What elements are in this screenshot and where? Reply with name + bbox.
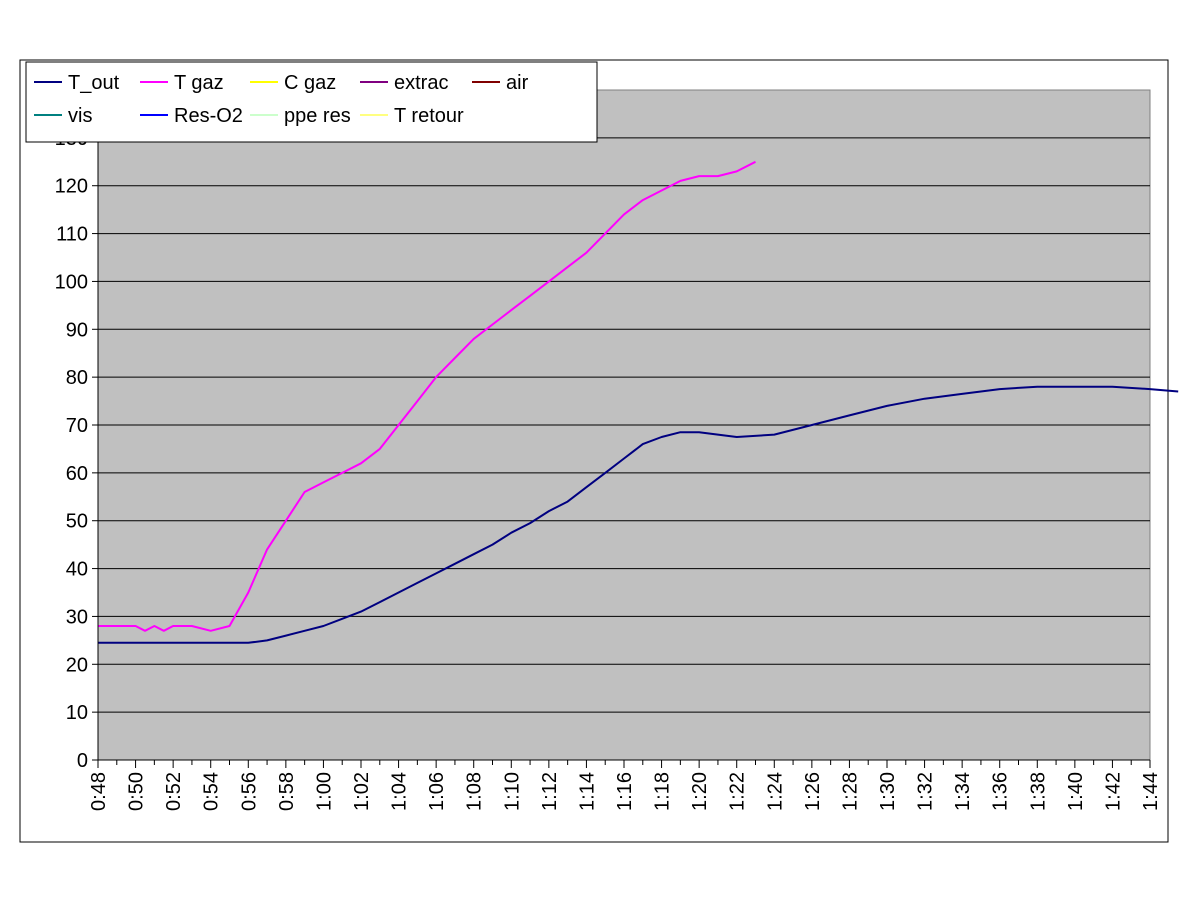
legend-label: C gaz — [284, 72, 336, 94]
x-tick-label: 1:12 — [539, 772, 561, 811]
x-tick-label: 1:20 — [689, 772, 711, 811]
x-tick-label: 1:10 — [501, 772, 523, 811]
x-tick-label: 1:44 — [1140, 772, 1162, 811]
legend-label: Res-O2 — [174, 105, 243, 127]
x-tick-label: 1:30 — [877, 772, 899, 811]
y-tick-label: 60 — [66, 463, 88, 485]
x-tick-label: 1:16 — [614, 772, 636, 811]
legend-label: air — [506, 72, 529, 94]
x-tick-label: 1:42 — [1102, 772, 1124, 811]
x-tick-label: 1:22 — [727, 772, 749, 811]
legend-label: T retour — [394, 105, 464, 127]
x-tick-label: 0:58 — [276, 772, 298, 811]
x-tick-label: 1:08 — [464, 772, 486, 811]
legend-label: ppe res — [284, 105, 351, 127]
x-tick-label: 1:02 — [351, 772, 373, 811]
legend: T_out T gaz C gaz extrac air vis Res-O2 ppe res… — [25, 61, 598, 143]
x-tick-label: 1:06 — [426, 772, 448, 811]
x-tick-label: 1:40 — [1065, 772, 1087, 811]
legend-label: T gaz — [174, 72, 224, 94]
y-tick-label: 70 — [66, 415, 88, 437]
x-tick-label: 1:18 — [652, 772, 674, 811]
series-line-t-gaz — [98, 160, 756, 632]
legend-label: T_out — [68, 72, 120, 94]
x-tick-label: 0:52 — [163, 772, 185, 811]
x-tick-label: 1:36 — [990, 772, 1012, 811]
y-tick-label: 90 — [66, 319, 88, 341]
legend-box — [25, 61, 598, 143]
x-tick-label: 1:24 — [764, 772, 786, 811]
y-axis: 0102030405060708090100110120130 — [55, 90, 99, 772]
x-tick-label: 0:54 — [201, 772, 223, 811]
x-tick-label: 1:28 — [839, 772, 861, 811]
y-tick-label: 100 — [55, 271, 88, 293]
series-line-t-out — [98, 385, 1179, 644]
y-tick-label: 30 — [66, 606, 88, 628]
gridlines — [98, 137, 1150, 713]
y-tick-label: 120 — [55, 176, 88, 198]
y-tick-label: 0 — [77, 750, 88, 772]
x-tick-label: 1:04 — [389, 772, 411, 811]
x-tick-label: 1:38 — [1027, 772, 1049, 811]
x-tick-label: 0:50 — [126, 772, 148, 811]
x-tick-label: 1:26 — [802, 772, 824, 811]
y-tick-label: 110 — [56, 224, 88, 246]
legend-label: extrac — [394, 72, 448, 94]
x-tick-label: 1:32 — [915, 772, 937, 811]
x-tick-label: 0:56 — [238, 772, 260, 811]
y-tick-label: 80 — [66, 367, 88, 389]
x-tick-label: 1:14 — [576, 772, 598, 811]
x-tick-label: 1:00 — [313, 772, 335, 811]
series-layer — [98, 160, 1179, 644]
y-tick-label: 50 — [66, 511, 88, 533]
y-tick-label: 10 — [66, 702, 88, 724]
y-tick-label: 20 — [66, 654, 88, 676]
x-tick-label: 0:48 — [88, 772, 110, 811]
y-tick-label: 40 — [66, 559, 88, 581]
x-tick-label: 1:34 — [952, 772, 974, 811]
x-axis: 0:48 0:50 0:52 0:54 0:56 0:58 1:00 1:02 1:04 1:06… — [88, 759, 1162, 811]
legend-label: vis — [68, 105, 92, 127]
